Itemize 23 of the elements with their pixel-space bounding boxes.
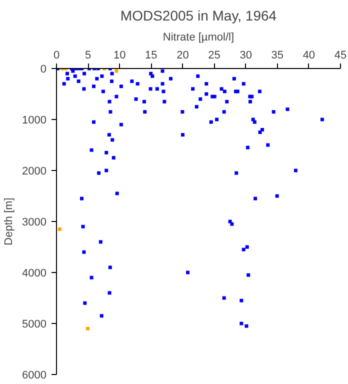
- x-axis-title: Nitrate [µmol/l]: [162, 32, 234, 44]
- x-tick-label: 5: [84, 50, 92, 62]
- point: [86, 326, 90, 330]
- y-tick-label: 4000: [22, 268, 47, 280]
- x-tick-label: 25: [208, 50, 220, 62]
- y-tick-label: 2000: [22, 166, 47, 178]
- x-tick-label: 10: [113, 50, 126, 62]
- y-tick-label: 0: [40, 64, 47, 76]
- y-tick-label: 5000: [22, 318, 47, 330]
- y-tick-label: 6000: [22, 370, 47, 382]
- y-tick-label: 3000: [22, 216, 47, 228]
- point: [114, 69, 118, 73]
- point: [58, 227, 62, 231]
- chart-title: MODS2005 in May, 1964: [120, 8, 277, 24]
- x-tick-label: 40: [302, 50, 316, 62]
- y-axis-title: Depth [m]: [3, 198, 16, 246]
- x-tick-label: 45: [334, 50, 347, 62]
- x-tick-label: 20: [176, 50, 189, 62]
- y-tick-label: 1000: [22, 114, 47, 126]
- x-tick-label: 35: [271, 50, 284, 62]
- x-tick-label: 0: [53, 50, 60, 62]
- x-tick-label: 15: [145, 50, 158, 62]
- x-tick-label: 30: [240, 50, 252, 62]
